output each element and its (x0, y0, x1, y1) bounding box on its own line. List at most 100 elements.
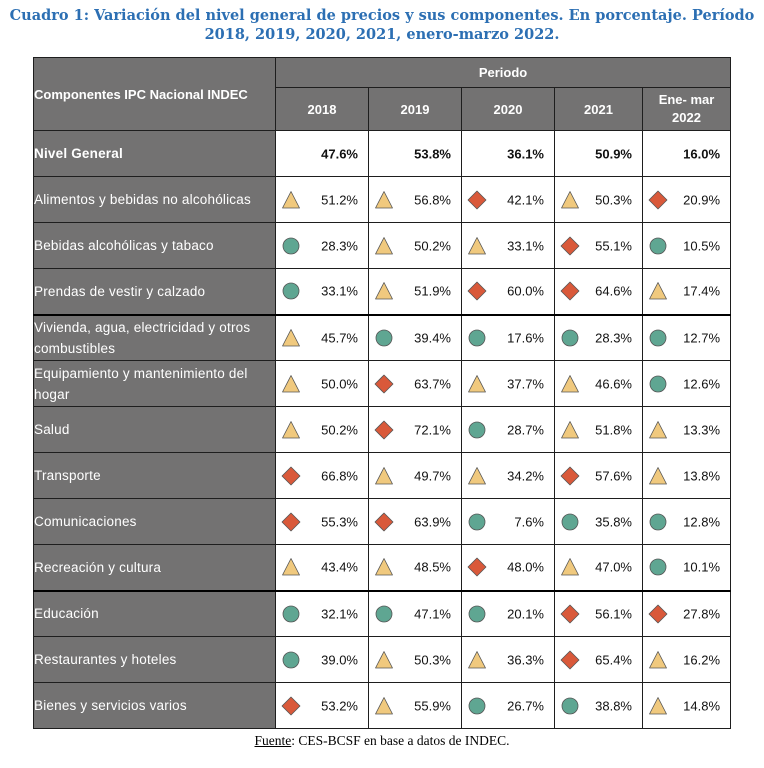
table-row: Vivienda, agua, electricidad y otros com… (33, 313, 732, 361)
percentage-value: 36.3% (507, 652, 544, 667)
title-line-2: 2018, 2019, 2020, 2021, enero-marzo 2022… (204, 26, 560, 43)
triangle-indicator-icon (468, 650, 486, 668)
circle-indicator-icon (561, 513, 579, 530)
percentage-value: 43.4% (321, 559, 358, 575)
value-cell: 72.1% (368, 406, 462, 453)
percentage-value: 47.0% (595, 559, 632, 575)
value-cell: 65.4% (554, 636, 643, 683)
percentage-value: 39.4% (414, 330, 451, 346)
percentage-value: 45.7% (321, 330, 358, 346)
value-cell: 55.1% (554, 222, 643, 269)
value-cell: 17.4% (641, 268, 732, 315)
value-cell: 47.6% (275, 130, 369, 177)
table-row: Comunicaciones 55.3% 63.9% 7.6% 35.8% 12.8% (33, 498, 732, 545)
diamond-indicator-icon (560, 604, 580, 624)
circle-indicator-icon (561, 697, 579, 714)
row-label: Restaurantes y hoteles (33, 636, 276, 683)
percentage-value: 42.1% (507, 192, 544, 207)
row-label: Alimentos y bebidas no alcohólicas (33, 176, 276, 223)
percentage-value: 33.1% (507, 238, 544, 253)
diamond-indicator-icon (281, 466, 301, 485)
diamond-indicator-icon (648, 604, 668, 624)
triangle-indicator-icon (375, 282, 393, 300)
value-cell: 50.0% (275, 360, 369, 407)
source-label: Fuente (254, 733, 292, 748)
triangle-indicator-icon (282, 190, 300, 208)
value-cell: 53.8% (368, 130, 462, 177)
triangle-indicator-icon (649, 466, 667, 484)
percentage-value: 51.8% (595, 422, 632, 437)
triangle-indicator-icon (649, 282, 667, 300)
triangle-indicator-icon (375, 696, 393, 714)
table-row: Transporte 66.8% 49.7% 34.2% 57.6% 13.8% (33, 452, 732, 499)
row-label: Nivel General (33, 130, 276, 177)
circle-indicator-icon (468, 421, 486, 438)
percentage-value: 34.2% (507, 468, 544, 483)
value-cell: 28.7% (461, 406, 555, 453)
percentage-value: 65.4% (595, 652, 632, 667)
value-cell: 50.9% (554, 130, 643, 177)
row-label: Transporte (33, 452, 276, 499)
percentage-value: 50.2% (321, 422, 358, 437)
percentage-value: 63.9% (414, 514, 451, 529)
value-cell: 51.8% (554, 406, 643, 453)
value-cell: 28.3% (275, 222, 369, 269)
value-cell: 16.2% (641, 636, 732, 683)
percentage-value: 46.6% (595, 376, 632, 391)
percentage-value: 48.5% (414, 559, 451, 575)
value-cell: 42.1% (461, 176, 555, 223)
percentage-value: 13.8% (683, 468, 721, 483)
value-cell: 50.2% (275, 406, 369, 453)
percentage-value: 51.9% (414, 283, 451, 299)
value-cell: 55.3% (275, 498, 369, 545)
row-label: Comunicaciones (33, 498, 276, 545)
value-cell: 64.6% (554, 268, 643, 315)
value-cell: 46.6% (554, 360, 643, 407)
row-label: Equipamiento y mantenimiento del hogar (33, 360, 276, 407)
table-body: Nivel General 47.6% 53.8% 36.1% 50.9% 16.0% Al… (33, 130, 732, 729)
value-cell: 39.0% (275, 636, 369, 683)
triangle-indicator-icon (468, 374, 486, 392)
value-cell: 12.7% (641, 313, 732, 361)
circle-indicator-icon (282, 282, 300, 300)
value-cell: 55.9% (368, 682, 462, 729)
triangle-indicator-icon (468, 466, 486, 484)
table-row: Bienes y servicios varios 53.2% 55.9% 26.7%… (33, 682, 732, 729)
percentage-value: 56.8% (414, 192, 451, 207)
value-cell: 56.8% (368, 176, 462, 223)
value-cell: 47.1% (368, 589, 462, 637)
percentage-value: 50.3% (595, 192, 632, 207)
percentage-value: 14.8% (683, 698, 721, 713)
value-cell: 60.0% (461, 268, 555, 315)
percentage-value: 35.8% (595, 514, 632, 529)
triangle-indicator-icon (561, 420, 579, 438)
circle-indicator-icon (468, 329, 486, 347)
diamond-indicator-icon (374, 374, 394, 393)
table-row: Prendas de vestir y calzado 33.1% 51.9% 60.… (33, 268, 732, 315)
percentage-value: 12.7% (683, 330, 721, 346)
table-row: Educación 32.1% 47.1% 20.1% 56.1% 27.8% (33, 589, 732, 637)
percentage-value: 64.6% (595, 283, 632, 299)
value-cell: 37.7% (461, 360, 555, 407)
percentage-value: 27.8% (683, 606, 721, 622)
triangle-indicator-icon (375, 466, 393, 484)
table-row: Salud 50.2% 72.1% 28.7% 51.8% 13.3% (33, 406, 732, 453)
value-cell: 57.6% (554, 452, 643, 499)
diamond-indicator-icon (560, 281, 580, 301)
circle-indicator-icon (468, 697, 486, 714)
header-year-2020: 2020 (461, 87, 555, 131)
percentage-value: 36.1% (507, 146, 544, 161)
circle-indicator-icon (649, 237, 667, 254)
percentage-value: 48.0% (507, 559, 544, 575)
percentage-value: 60.0% (507, 283, 544, 299)
circle-indicator-icon (561, 329, 579, 347)
table-row: Equipamiento y mantenimiento del hogar 50… (33, 360, 732, 407)
percentage-value: 55.1% (595, 238, 632, 253)
value-cell: 63.9% (368, 498, 462, 545)
value-cell: 13.8% (641, 452, 732, 499)
percentage-value: 57.6% (595, 468, 632, 483)
triangle-indicator-icon (282, 374, 300, 392)
percentage-value: 56.1% (595, 606, 632, 622)
triangle-indicator-icon (282, 328, 300, 347)
diamond-indicator-icon (281, 512, 301, 531)
